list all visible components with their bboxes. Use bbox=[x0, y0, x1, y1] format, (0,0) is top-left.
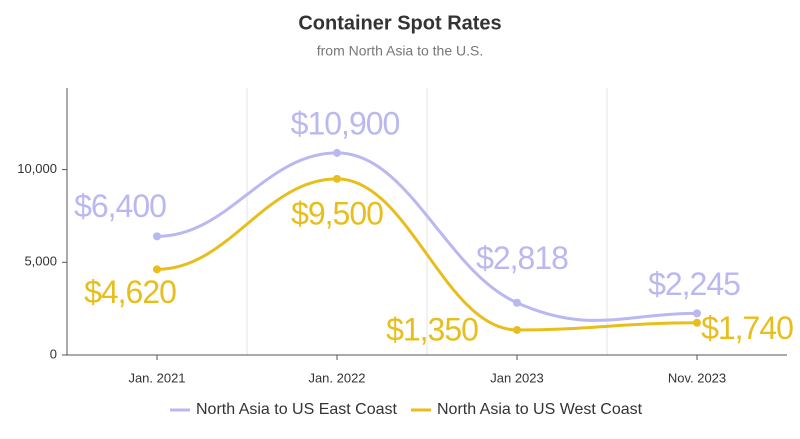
data-point bbox=[693, 309, 701, 318]
value-label: $10,900 bbox=[291, 105, 400, 141]
value-label: $9,500 bbox=[291, 195, 383, 231]
data-point bbox=[333, 174, 341, 183]
data-point bbox=[513, 298, 521, 307]
legend: North Asia to US East Coast North Asia to… bbox=[170, 401, 643, 418]
chart-subtitle: from North Asia to the U.S. bbox=[317, 43, 484, 59]
value-label: $1,350 bbox=[386, 311, 478, 347]
data-point bbox=[153, 232, 161, 241]
x-tick-label: Nov. 2023 bbox=[668, 370, 726, 385]
x-tick-label: Jan 2023 bbox=[490, 370, 544, 385]
series-line bbox=[156, 177, 698, 332]
data-point bbox=[513, 325, 521, 334]
y-tick-label: 5,000 bbox=[24, 254, 57, 269]
series-line bbox=[156, 151, 698, 322]
y-tick-label: 10,000 bbox=[17, 161, 57, 176]
x-tick-label: Jan. 2021 bbox=[128, 370, 185, 385]
value-label: $2,818 bbox=[476, 240, 568, 276]
y-tick-label: 0 bbox=[50, 346, 57, 361]
x-tick-label: Jan. 2022 bbox=[308, 370, 365, 385]
data-point bbox=[693, 318, 701, 327]
data-point bbox=[153, 265, 161, 274]
legend-label: North Asia to US East Coast bbox=[196, 401, 398, 418]
value-label: $1,740 bbox=[701, 310, 793, 346]
chart-title: Container Spot Rates bbox=[298, 12, 501, 34]
data-point bbox=[333, 148, 341, 157]
value-label: $4,620 bbox=[84, 274, 176, 310]
legend-label: North Asia to US West Coast bbox=[437, 401, 643, 418]
value-label: $6,400 bbox=[74, 188, 166, 224]
value-label: $2,245 bbox=[648, 266, 740, 302]
